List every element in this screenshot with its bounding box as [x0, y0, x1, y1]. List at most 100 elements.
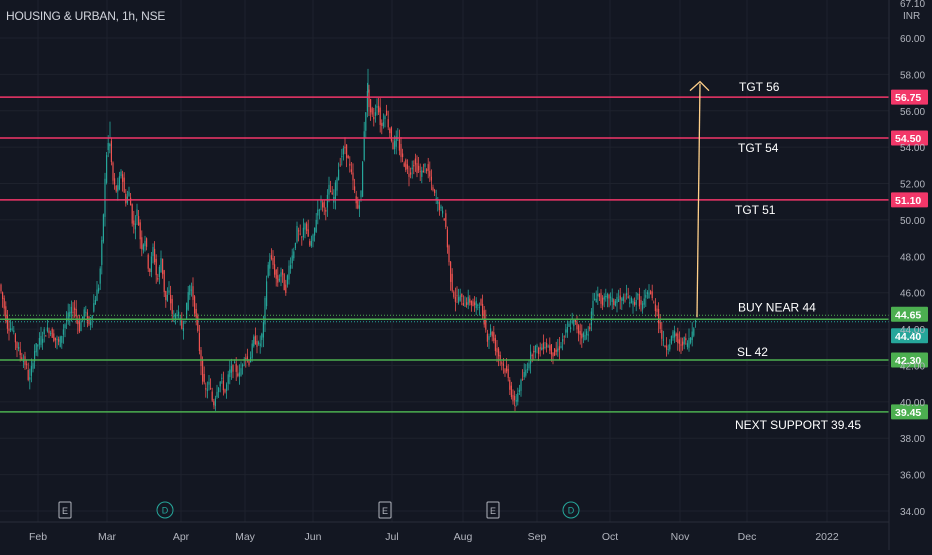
price-tag-51-10[interactable]: [891, 192, 928, 208]
dividend-event-letter[interactable]: D: [568, 506, 575, 516]
candle-body: [410, 172, 412, 175]
candle-body: [146, 238, 148, 247]
earnings-event-letter[interactable]: E: [62, 506, 68, 516]
candle-body: [310, 240, 312, 247]
dividend-event-icon[interactable]: [562, 501, 580, 519]
candle-body: [531, 355, 533, 357]
candle-body: [514, 395, 516, 401]
price-tag-label[interactable]: 51.10: [895, 195, 921, 207]
price-tick-label: 60.00: [900, 34, 925, 45]
candle-body: [445, 213, 447, 228]
level-annotations: TGT 56 TGT 54 TGT 51 BUY NEAR 44 SL 42 NEXT S…: [735, 80, 861, 432]
price-tag-44-65[interactable]: [891, 306, 928, 322]
candle-body: [293, 251, 295, 259]
candle-body: [112, 162, 114, 181]
price-tag-label[interactable]: 56.75: [895, 92, 921, 104]
time-axis[interactable]: Feb Mar Apr May Jun Jul Aug Sep Oct Nov Dec 2022: [0, 521, 889, 543]
price-tag-label[interactable]: 42.30: [895, 355, 921, 367]
price-tag-39-45[interactable]: [891, 404, 928, 420]
candle-body: [22, 361, 24, 362]
candle-body: [323, 201, 325, 208]
earnings-event-icon[interactable]: [486, 501, 500, 519]
candle-body: [512, 395, 514, 402]
earnings-event-icon[interactable]: [378, 501, 392, 519]
candle-body: [248, 361, 250, 365]
candle-body: [286, 275, 288, 285]
candle-body: [478, 306, 480, 308]
candle-body: [507, 368, 509, 378]
candle-body: [296, 226, 298, 242]
dividend-event-icon[interactable]: [156, 501, 174, 519]
candle-body: [16, 342, 18, 348]
candle-body: [546, 342, 548, 348]
candle-body: [550, 344, 552, 355]
earnings-event-letter[interactable]: E: [490, 506, 496, 516]
candle-body: [414, 158, 416, 165]
candle-body: [72, 311, 74, 313]
candle-body: [560, 346, 562, 348]
candle-body: [533, 351, 535, 353]
candle-body: [602, 297, 604, 306]
candle-body: [304, 223, 306, 230]
candle-body: [586, 331, 588, 336]
candle-body: [598, 293, 600, 298]
price-tag-56-75[interactable]: [891, 89, 928, 105]
earnings-event-icon[interactable]: [58, 501, 72, 519]
candle-body: [211, 391, 213, 401]
candle-body: [269, 259, 271, 269]
candle-body: [74, 307, 76, 310]
candle-body: [149, 268, 151, 272]
price-levels: [0, 96, 889, 413]
candle-body: [403, 163, 405, 167]
candle-body: [278, 278, 280, 281]
candle-body: [282, 269, 284, 275]
candle-body: [416, 163, 418, 174]
candle-body: [456, 295, 458, 297]
price-tick-label: 36.00: [900, 471, 925, 482]
candle-body: [274, 264, 276, 275]
price-tag-label[interactable]: 39.45: [895, 407, 921, 419]
candle-body: [581, 333, 583, 339]
candle-body: [280, 272, 282, 277]
price-axis-background[interactable]: [889, 0, 932, 550]
candle-body: [330, 190, 332, 193]
earnings-event-letter[interactable]: E: [382, 506, 388, 516]
candle-body: [411, 167, 413, 170]
price-tag-42-30[interactable]: [891, 352, 928, 368]
candle-body: [307, 229, 309, 237]
candle-body: [653, 302, 655, 304]
candle-body: [685, 338, 687, 341]
dividend-event-letter[interactable]: D: [162, 506, 169, 516]
price-tag-54-50[interactable]: [891, 130, 928, 146]
candle-body: [302, 227, 304, 237]
candle-body: [432, 187, 434, 191]
candle-body: [458, 297, 460, 303]
price-tag-label[interactable]: 44.65: [895, 309, 921, 321]
candle-body: [371, 108, 373, 115]
candle-body: [117, 185, 119, 192]
candle-body: [179, 317, 181, 319]
price-tag-44-40[interactable]: [891, 328, 928, 344]
candle-body: [666, 345, 668, 350]
candle-body: [182, 328, 184, 331]
candle-body: [461, 293, 463, 297]
candle-body: [322, 202, 324, 208]
time-tick-label: Nov: [671, 531, 690, 543]
candle-body: [224, 389, 226, 393]
candle-body: [118, 176, 120, 190]
price-axis[interactable]: 56.75 54.50 51.10 44.65 44.40 42.30 39.45 67.10…: [888, 0, 932, 550]
price-tag-label[interactable]: 44.40: [895, 331, 921, 343]
candle-body: [267, 264, 269, 277]
price-tag-label[interactable]: 54.50: [895, 133, 921, 145]
candle-body: [547, 346, 549, 348]
candle-body: [491, 331, 493, 337]
candle-body: [234, 361, 236, 363]
candle-body: [78, 321, 80, 332]
candle-body: [610, 296, 612, 298]
candle-body: [38, 338, 40, 345]
time-tick-label: Sep: [528, 531, 547, 543]
candle-body: [43, 329, 45, 335]
